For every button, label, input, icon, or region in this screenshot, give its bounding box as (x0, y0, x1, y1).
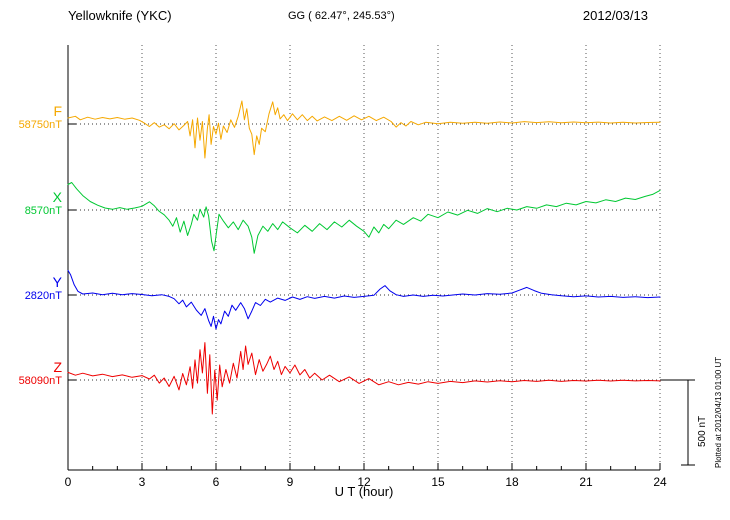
scale-bar-label: 500 nT (697, 415, 708, 447)
x-tick-label: 3 (139, 475, 146, 489)
trace-x (67, 182, 661, 254)
trace-baseline-value-z: 58090nT (18, 375, 62, 388)
x-tick-label: 24 (653, 475, 667, 489)
trace-baseline-value-f: 58750nT (18, 119, 62, 132)
trace-letter-f: F (53, 103, 62, 119)
trace-letter-z: Z (53, 359, 62, 375)
trace-label-f: F 58750nT (0, 103, 62, 132)
trace-baseline-value-y: 2820nT (24, 290, 62, 303)
trace-letter-x: X (52, 189, 62, 205)
plotted-at-note: Plotted at 2012/04/13 01:00 UT (714, 356, 723, 468)
trace-letter-y: Y (52, 274, 62, 290)
x-tick-label: 6 (213, 475, 220, 489)
x-tick-label: 0 (65, 475, 72, 489)
trace-f (67, 100, 661, 159)
x-tick-label: 12 (357, 475, 371, 489)
station-title: Yellowknife (YKC) (68, 8, 172, 23)
trace-label-z: Z 58090nT (0, 359, 62, 388)
geo-coordinates: GG ( 62.47°, 245.53°) (288, 10, 395, 22)
trace-label-x: X 8570nT (0, 189, 62, 218)
x-tick-label: 15 (431, 475, 445, 489)
trace-baseline-value-x: 8570nT (24, 205, 62, 218)
plot-date: 2012/03/13 (582, 8, 648, 23)
x-tick-label: 21 (579, 475, 593, 489)
trace-y (67, 269, 661, 330)
x-axis-label: U T (hour) (334, 484, 394, 499)
x-tick-label: 18 (505, 475, 519, 489)
x-tick-label: 9 (287, 475, 294, 489)
trace-z (67, 342, 661, 415)
trace-label-y: Y 2820nT (0, 274, 62, 303)
